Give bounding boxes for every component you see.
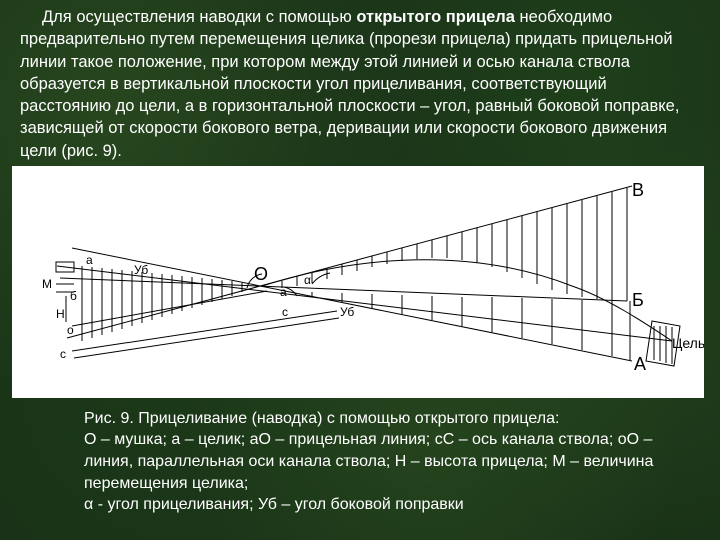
cap-l1: Рис. 9. Прицеливание (наводка) с помощью… — [84, 410, 559, 427]
figure-svg: а М б Н о с Уб О а α с Уб В Б А Цель — [12, 166, 704, 398]
para-tail: необходимо предварительно путем перемеще… — [20, 8, 679, 160]
lbl-aa: а — [280, 285, 287, 299]
lbl-H: Н — [56, 307, 65, 321]
lbl-M: М — [42, 277, 52, 291]
lbl-O: О — [254, 264, 268, 284]
right-hatch-upper — [282, 188, 627, 301]
lbl-A: А — [634, 354, 646, 374]
para-bold: открытого прицела — [356, 8, 515, 26]
cap-l2: О – мушка; а – целик; аО – прицельная ли… — [84, 431, 653, 491]
rays — [57, 186, 672, 361]
lbl-B: В — [632, 180, 644, 200]
cap-l3: α - угол прицеливания; Уб – угол боковой… — [84, 496, 464, 513]
right-hatch-lower — [312, 292, 630, 360]
lbl-target: Цель — [672, 335, 704, 351]
figure-9: а М б Н о с Уб О а α с Уб В Б А Цель — [12, 166, 704, 398]
lbl-o: о — [67, 323, 74, 337]
lbl-b: б — [70, 289, 77, 303]
lbl-alpha: α — [304, 273, 311, 287]
para-lead: Для осуществления наводки с помощью — [42, 8, 356, 26]
figure-caption: Рис. 9. Прицеливание (наводка) с помощью… — [0, 398, 720, 516]
lbl-c: с — [60, 347, 66, 361]
lbl-a: а — [86, 253, 93, 267]
lbl-cc: с — [282, 305, 288, 319]
lbl-Bb: Б — [632, 290, 644, 310]
body-paragraph: Для осуществления наводки с помощью откр… — [0, 0, 720, 162]
lbl-UbR: Уб — [340, 305, 354, 319]
lbl-Ub: Уб — [134, 263, 148, 277]
